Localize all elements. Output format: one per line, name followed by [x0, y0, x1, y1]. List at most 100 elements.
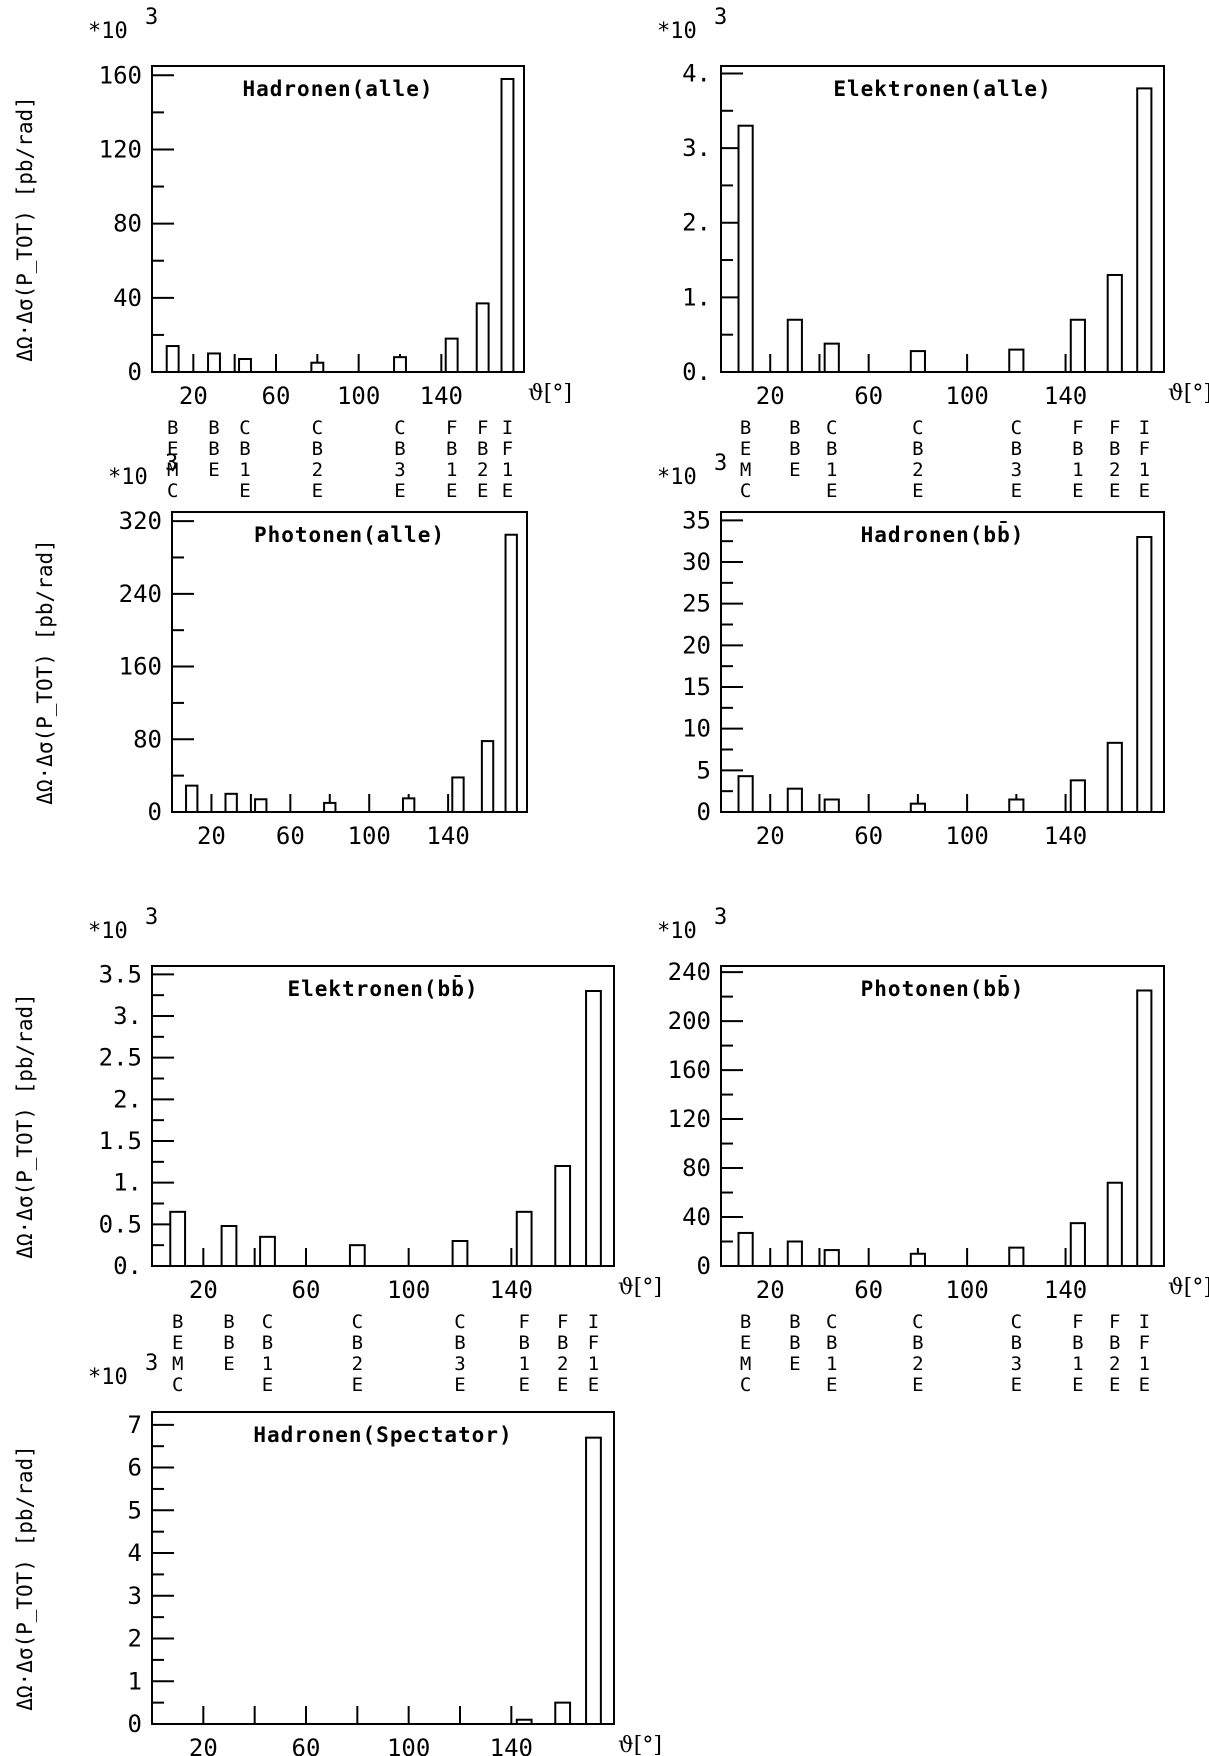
y-tick-label: 1.: [113, 1169, 142, 1197]
x-tick-label: 140: [1044, 822, 1087, 850]
plot-frame: [171, 511, 528, 813]
axis-multiplier-exponent: 3: [714, 905, 727, 930]
svg-text:BBE: BBE: [789, 417, 800, 481]
bar: [909, 350, 926, 374]
y-tick-label: 3.: [682, 134, 711, 162]
bar: [554, 1165, 572, 1267]
x-tick-label: 20: [197, 822, 226, 850]
axis-multiplier-exponent: 3: [145, 1351, 158, 1376]
x-tick-label: 60: [854, 382, 883, 410]
x-tick-label: 100: [387, 1734, 430, 1756]
bar: [1008, 798, 1025, 813]
y-tick-label: 3: [128, 1582, 142, 1610]
y-tick-label: 160: [99, 61, 142, 89]
axis-multiplier: *10: [88, 19, 128, 44]
bar: [500, 77, 515, 374]
bar: [1136, 87, 1153, 373]
y-tick-label: 35: [682, 506, 711, 534]
x-tick-label: 140: [426, 822, 469, 850]
y-tick-label: 30: [682, 548, 711, 576]
y-tick-label: 200: [668, 1007, 711, 1035]
bar: [475, 302, 490, 373]
y-tick-label: 2.: [113, 1085, 142, 1113]
bar: [348, 1244, 366, 1267]
axis-multiplier: *10: [657, 465, 697, 490]
bar: [515, 1210, 533, 1268]
bar: [585, 990, 602, 1267]
bar: [393, 356, 407, 373]
bar: [1106, 1181, 1123, 1268]
bar: [1106, 273, 1123, 374]
svg-text:BBE: BBE: [208, 417, 219, 481]
axis-multiplier: *10: [108, 465, 148, 490]
x-tick-label: 20: [189, 1276, 218, 1304]
bar: [515, 1718, 533, 1726]
bar: [737, 775, 754, 814]
bar: [1069, 318, 1086, 374]
y-tick-label: 2.: [682, 209, 711, 237]
y-tick-label: 1: [128, 1667, 142, 1695]
bar: [1008, 348, 1025, 373]
y-tick-label: 160: [668, 1056, 711, 1084]
y-tick-label: 80: [682, 1154, 711, 1182]
plot-frame: [151, 1411, 615, 1725]
x-axis-label: ϑ[°]: [1168, 1275, 1209, 1300]
bar: [451, 1240, 469, 1267]
x-tick-label: 100: [945, 1276, 988, 1304]
axis-multiplier-exponent: 3: [714, 5, 727, 30]
y-tick-label: 0: [697, 1252, 711, 1280]
bar: [238, 358, 252, 374]
bar: [786, 1240, 803, 1268]
y-tick-label: 320: [119, 507, 162, 535]
bar: [1069, 779, 1086, 813]
plot-frame: [720, 965, 1165, 1267]
chart-panel-3: 0 80 160 240 320 20 60 100 140 Photonen(alle) *10 3…: [33, 451, 528, 850]
x-tick-label: 140: [1044, 382, 1087, 410]
bar: [1008, 1246, 1025, 1268]
bar: [786, 787, 803, 814]
chart-title: Elektronen(alle): [833, 77, 1051, 101]
y-axis-label: ΔΩ·Δσ(P_TOT) [pb/rad]: [13, 96, 37, 362]
x-tick-label: 100: [348, 822, 391, 850]
axis-multiplier: *10: [657, 19, 697, 44]
plot-frame: [720, 511, 1165, 813]
axis-multiplier-exponent: 3: [145, 905, 158, 930]
y-tick-label: 240: [668, 958, 711, 986]
y-tick-label: 0: [697, 798, 711, 826]
chart-title: Hadronen(Spectator): [253, 1423, 512, 1447]
y-tick-label: 20: [682, 631, 711, 659]
bar: [207, 352, 221, 374]
y-tick-label: 6: [128, 1454, 142, 1482]
bar: [480, 740, 495, 813]
bar: [165, 345, 180, 374]
x-tick-label: 140: [490, 1734, 533, 1756]
axis-multiplier-exponent: 3: [145, 5, 158, 30]
svg-text:BBE: BBE: [789, 1311, 800, 1375]
bar: [504, 533, 518, 814]
x-tick-label: 20: [756, 1276, 785, 1304]
x-tick-label: 140: [420, 382, 463, 410]
y-tick-label: 25: [682, 590, 711, 618]
